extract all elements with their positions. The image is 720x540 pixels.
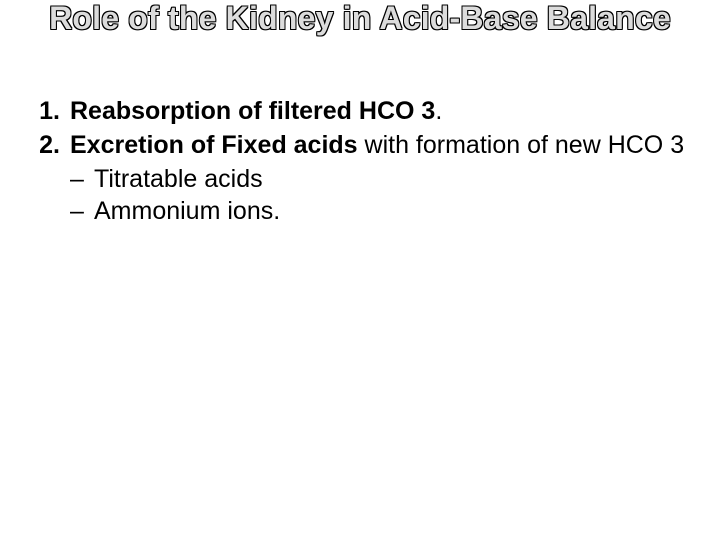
list-text: Excretion of Fixed acids with formation … <box>70 129 692 161</box>
list-item: 2. Excretion of Fixed acids with formati… <box>18 129 692 161</box>
sub-list-text: Titratable acids <box>94 163 263 195</box>
list-item: 1. Reabsorption of filtered HCO 3. <box>18 95 692 127</box>
dash-icon: – <box>70 195 94 227</box>
sub-list: – Titratable acids – Ammonium ions. <box>18 163 692 227</box>
list-number: 2. <box>18 129 70 161</box>
list-text-bold: Excretion of Fixed acids <box>70 131 365 159</box>
slide-title: Role of the Kidney in Acid-Base Balance <box>0 0 720 37</box>
list-text-bold: Reabsorption of filtered HCO 3 <box>70 97 435 125</box>
slide-body: 1. Reabsorption of filtered HCO 3. 2. Ex… <box>18 95 692 227</box>
list-text: Reabsorption of filtered HCO 3. <box>70 95 692 127</box>
list-number: 1. <box>18 95 70 127</box>
sub-list-text: Ammonium ions. <box>94 195 280 227</box>
dash-icon: – <box>70 163 94 195</box>
sub-list-item: – Ammonium ions. <box>70 195 692 227</box>
sub-list-item: – Titratable acids <box>70 163 692 195</box>
slide: Role of the Kidney in Acid-Base Balance … <box>0 0 720 540</box>
list-text-rest: with formation of new HCO 3 <box>365 131 685 159</box>
list-text-rest: . <box>435 97 442 125</box>
